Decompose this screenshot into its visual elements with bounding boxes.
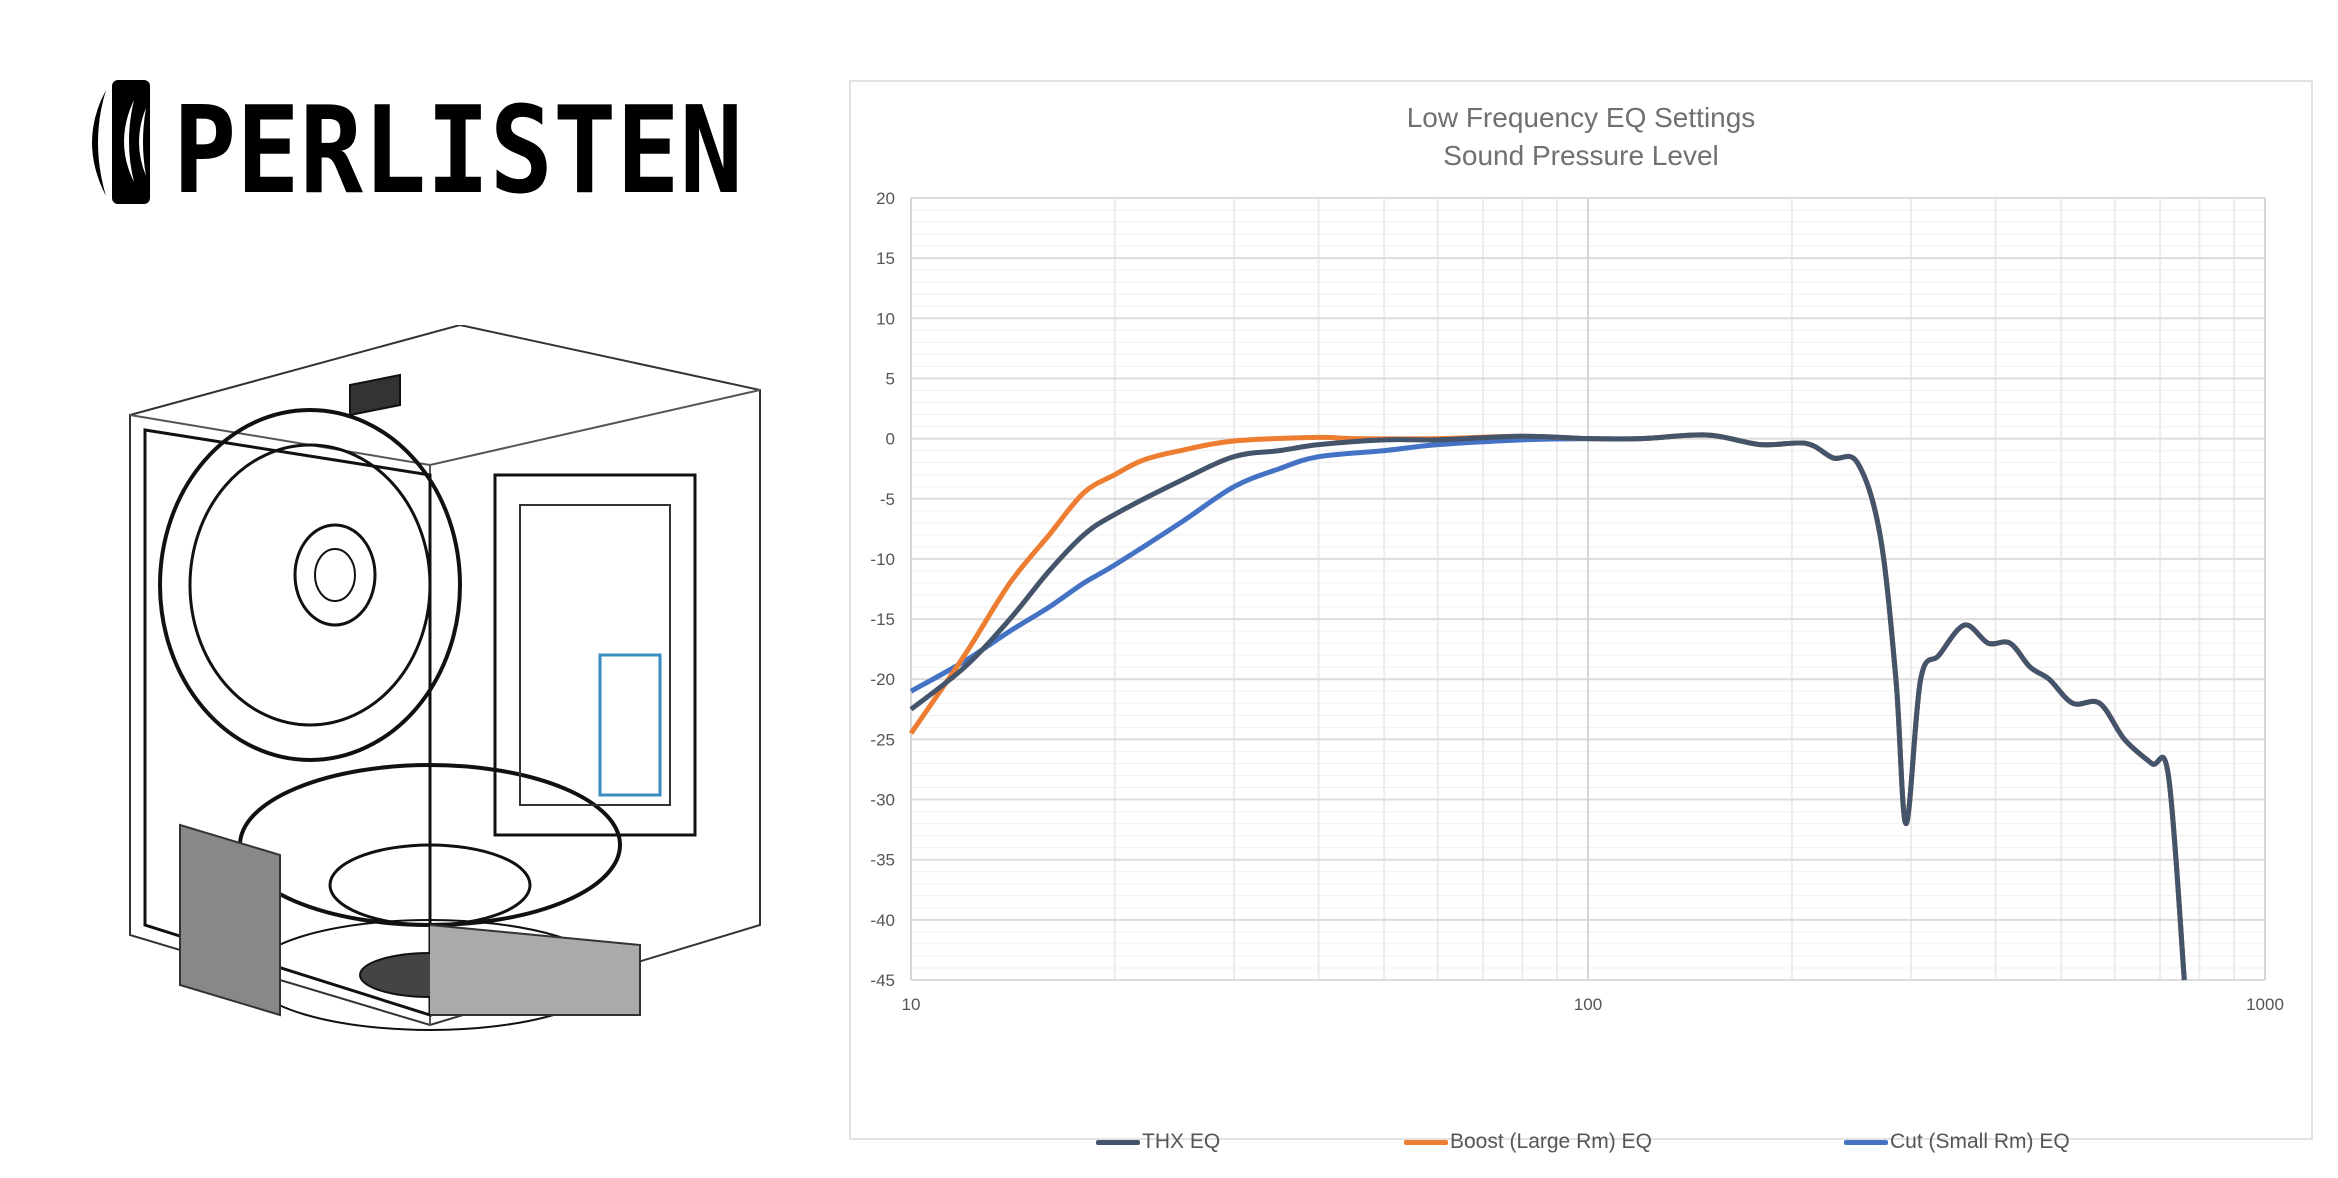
series-line-thx-eq bbox=[909, 432, 2187, 981]
y-tick-label: -25 bbox=[870, 730, 895, 749]
y-tick-label: -45 bbox=[870, 971, 895, 990]
subwoofer-wireframe-illustration bbox=[129, 325, 761, 1031]
series-line-cut-small-rm-eq bbox=[909, 432, 2187, 981]
y-tick-label: 15 bbox=[876, 249, 895, 268]
legend-label: Cut (Small Rm) EQ bbox=[1890, 1130, 2070, 1153]
legend-label: Boost (Large Rm) EQ bbox=[1450, 1130, 1652, 1153]
chart-subtitle: Sound Pressure Level bbox=[1443, 140, 1719, 171]
legend-item-thx: THX EQ bbox=[1096, 1130, 1220, 1154]
logo-mark-icon bbox=[112, 80, 150, 204]
x-tick-label: 1000 bbox=[2246, 995, 2284, 1014]
y-tick-label: -10 bbox=[870, 550, 895, 569]
legend-swatch bbox=[1844, 1139, 1888, 1145]
y-tick-label: -30 bbox=[870, 791, 895, 810]
y-tick-label: 20 bbox=[876, 189, 895, 208]
y-tick-label: 0 bbox=[886, 430, 895, 449]
legend-item-boost: Boost (Large Rm) EQ bbox=[1404, 1130, 1652, 1154]
y-tick-label: -5 bbox=[880, 490, 895, 509]
chart-frame: Low Frequency EQ Settings Sound Pressure… bbox=[849, 80, 2313, 1153]
chart-title: Low Frequency EQ Settings bbox=[1406, 102, 1756, 133]
y-tick-label: -20 bbox=[870, 670, 895, 689]
x-tick-label: 100 bbox=[1574, 995, 1602, 1014]
y-tick-label: -15 bbox=[870, 610, 895, 629]
x-tick-label: 10 bbox=[902, 995, 921, 1014]
legend-swatch bbox=[1404, 1139, 1448, 1145]
y-tick-label: -40 bbox=[870, 911, 895, 930]
legend-item-cut: Cut (Small Rm) EQ bbox=[1844, 1130, 2070, 1154]
chart-plot: 20 15 10 5 0 -5 -10 -15 -20 -25 -30 -35 -40 -45 10 100 1… bbox=[870, 189, 2284, 1014]
logo-text: PERLISTEN bbox=[173, 82, 743, 206]
legend-swatch bbox=[1096, 1139, 1140, 1145]
logo-arc-icon bbox=[92, 90, 106, 196]
y-tick-label: -35 bbox=[870, 851, 895, 870]
series-line-boost-large-rm-eq bbox=[908, 432, 2187, 981]
legend-label: THX EQ bbox=[1142, 1130, 1221, 1153]
perlisten-logo: PERLISTEN bbox=[92, 80, 743, 206]
y-tick-label: 5 bbox=[886, 369, 895, 388]
y-tick-label: 10 bbox=[876, 309, 895, 328]
